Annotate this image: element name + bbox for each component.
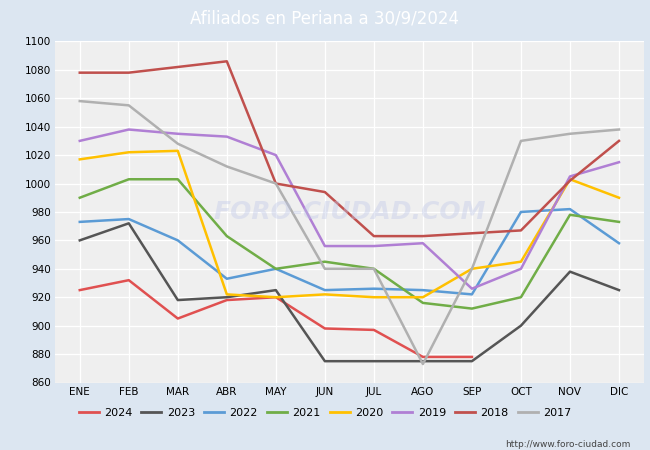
Text: http://www.foro-ciudad.com: http://www.foro-ciudad.com	[505, 440, 630, 449]
Legend: 2024, 2023, 2022, 2021, 2020, 2019, 2018, 2017: 2024, 2023, 2022, 2021, 2020, 2019, 2018…	[74, 403, 576, 422]
Text: Afiliados en Periana a 30/9/2024: Afiliados en Periana a 30/9/2024	[190, 9, 460, 27]
Text: FORO-CIUDAD.COM: FORO-CIUDAD.COM	[213, 200, 486, 224]
